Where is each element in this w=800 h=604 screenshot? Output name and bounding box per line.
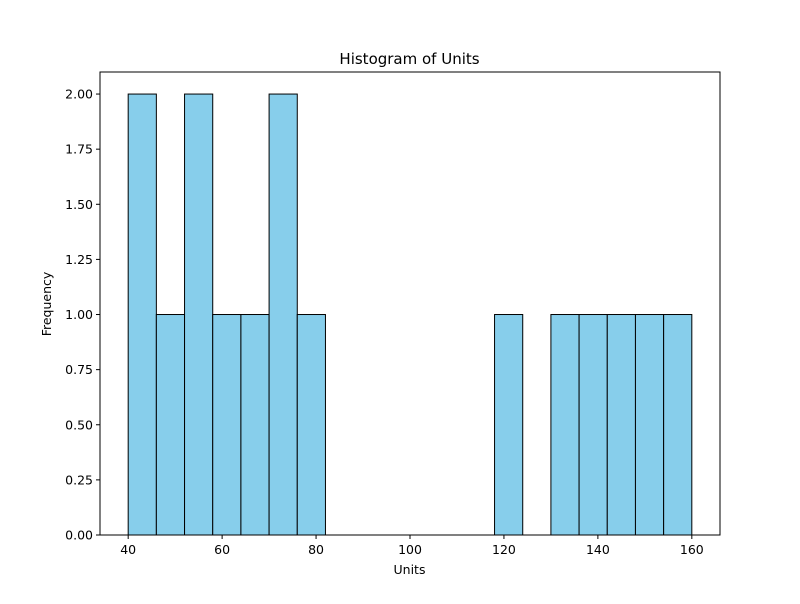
bars-layer — [127, 93, 693, 536]
histogram-bar-13 — [494, 314, 524, 536]
y-tick-label: 2.00 — [65, 87, 93, 102]
histogram-bar-19 — [663, 314, 693, 536]
x-tick-label: 40 — [120, 542, 136, 557]
y-tick-label: 0.75 — [65, 362, 93, 377]
histogram-bar-4 — [240, 314, 270, 536]
y-axis-label: Frequency — [39, 271, 54, 336]
y-tick-label: 0.00 — [65, 528, 93, 543]
y-axis-ticks: 0.00 0.25 0.50 0.75 1.00 1.25 1.50 1.75 2.00 — [65, 87, 100, 543]
y-tick-label: 0.25 — [65, 472, 93, 487]
x-tick-label: 160 — [680, 542, 704, 557]
histogram-bar-17 — [606, 314, 636, 536]
histogram-bar-0 — [127, 93, 157, 536]
x-tick-label: 80 — [308, 542, 324, 557]
chart-title: Histogram of Units — [339, 50, 479, 68]
histogram-bar-5 — [268, 93, 298, 536]
histogram-bar-18 — [634, 314, 665, 536]
x-tick-label: 120 — [492, 542, 516, 557]
x-tick-label: 100 — [398, 542, 422, 557]
histogram-bar-1 — [155, 314, 186, 536]
histogram-bar-2 — [184, 93, 214, 536]
y-tick-label: 1.75 — [65, 142, 93, 157]
y-tick-label: 1.25 — [65, 252, 93, 267]
histogram-bar-6 — [296, 314, 326, 536]
histogram-bar-16 — [578, 314, 608, 536]
histogram-bar-15 — [550, 314, 580, 536]
x-axis-label: Units — [394, 562, 426, 577]
histogram-bar-3 — [212, 314, 242, 536]
x-axis-ticks: 40 60 80 100 120 140 160 — [120, 535, 704, 557]
y-tick-label: 1.00 — [65, 307, 93, 322]
x-tick-label: 60 — [214, 542, 230, 557]
y-tick-label: 1.50 — [65, 197, 93, 212]
x-tick-label: 140 — [586, 542, 610, 557]
y-tick-label: 0.50 — [65, 417, 93, 432]
